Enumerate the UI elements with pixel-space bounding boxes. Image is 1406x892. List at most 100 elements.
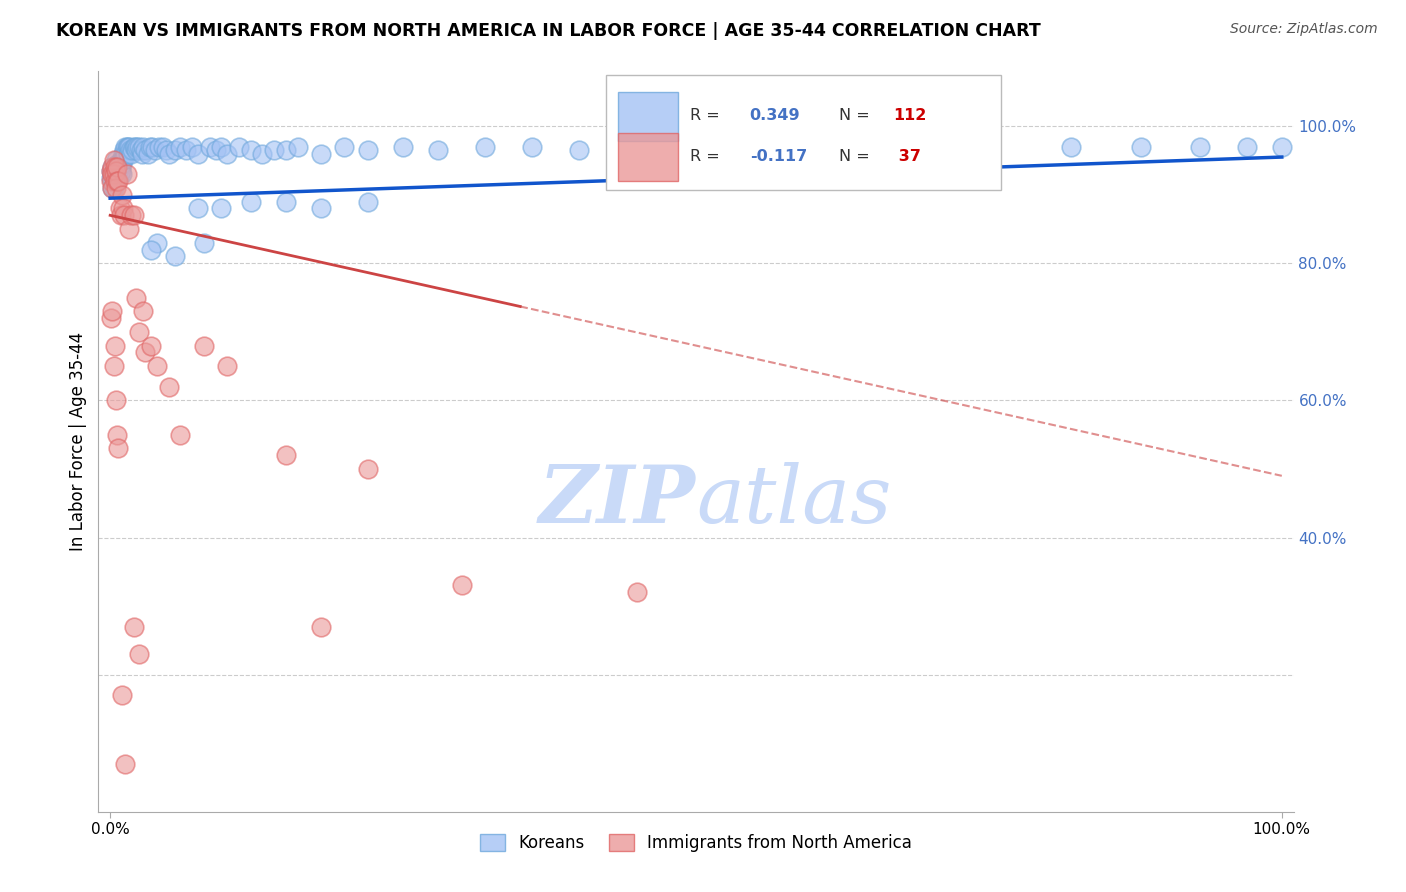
Point: [136, 146, 159, 161]
Point: [614, 140, 637, 154]
Point: [122, 619, 145, 633]
Text: atlas: atlas: [696, 462, 891, 540]
Point: [101, 167, 124, 181]
Point: [146, 235, 169, 250]
Point: [450, 578, 472, 592]
Point: [114, 146, 136, 161]
Text: 37: 37: [893, 149, 921, 164]
Text: -0.117: -0.117: [749, 149, 807, 164]
FancyBboxPatch shape: [619, 93, 678, 141]
Point: [105, 153, 128, 168]
Point: [755, 140, 778, 154]
Point: [309, 146, 332, 161]
Point: [134, 345, 156, 359]
Point: [100, 170, 122, 185]
Point: [309, 202, 332, 216]
Point: [128, 325, 150, 339]
Point: [104, 174, 127, 188]
Point: [105, 427, 128, 442]
Point: [860, 140, 883, 154]
Point: [103, 167, 125, 181]
Point: [104, 174, 127, 188]
Point: [1271, 140, 1294, 154]
Point: [104, 338, 127, 352]
Point: [125, 291, 148, 305]
Point: [263, 143, 285, 157]
Point: [568, 143, 591, 157]
Point: [111, 688, 134, 702]
Point: [139, 140, 162, 154]
Point: [132, 140, 155, 154]
Text: KOREAN VS IMMIGRANTS FROM NORTH AMERICA IN LABOR FORCE | AGE 35-44 CORRELATION C: KOREAN VS IMMIGRANTS FROM NORTH AMERICA …: [56, 22, 1040, 40]
Point: [193, 338, 215, 352]
Point: [124, 140, 146, 154]
Point: [110, 208, 132, 222]
Point: [128, 140, 150, 154]
Point: [801, 140, 824, 154]
Point: [125, 143, 148, 157]
Point: [127, 140, 149, 154]
Point: [110, 161, 132, 175]
Point: [118, 222, 141, 236]
Point: [357, 194, 380, 209]
Point: [920, 140, 942, 154]
Point: [105, 163, 128, 178]
Point: [117, 140, 139, 154]
Point: [274, 143, 297, 157]
Point: [117, 146, 139, 161]
Point: [105, 157, 128, 171]
Point: [239, 143, 262, 157]
Point: [114, 140, 136, 154]
Point: [101, 174, 124, 188]
Point: [107, 161, 129, 175]
Point: [626, 585, 648, 599]
Point: [101, 161, 124, 175]
Point: [120, 146, 142, 161]
Point: [217, 359, 239, 373]
Point: [1236, 140, 1258, 154]
Text: 112: 112: [893, 109, 927, 123]
Point: [187, 146, 209, 161]
Point: [101, 181, 124, 195]
Point: [112, 146, 135, 161]
Point: [122, 140, 145, 154]
Point: [111, 187, 134, 202]
Point: [105, 161, 128, 175]
Point: [211, 140, 233, 154]
Text: N =: N =: [839, 149, 876, 164]
Point: [103, 181, 125, 195]
Point: [163, 250, 186, 264]
Legend: Koreans, Immigrants from North America: Koreans, Immigrants from North America: [472, 828, 920, 859]
FancyBboxPatch shape: [619, 133, 678, 181]
Text: N =: N =: [839, 109, 876, 123]
Point: [427, 143, 450, 157]
Point: [112, 202, 135, 216]
Point: [103, 174, 125, 188]
Point: [661, 140, 683, 154]
Point: [132, 304, 155, 318]
Point: [107, 163, 129, 178]
Point: [110, 153, 132, 168]
Text: R =: R =: [690, 149, 725, 164]
Point: [112, 153, 135, 168]
Point: [108, 161, 131, 175]
Point: [252, 146, 274, 161]
Point: [100, 163, 122, 178]
Point: [143, 143, 166, 157]
FancyBboxPatch shape: [606, 75, 1001, 190]
Point: [1060, 140, 1083, 154]
Y-axis label: In Labor Force | Age 35-44: In Labor Force | Age 35-44: [69, 332, 87, 551]
Point: [148, 140, 170, 154]
Point: [122, 208, 145, 222]
Point: [105, 161, 128, 175]
Point: [1130, 140, 1153, 154]
Point: [228, 140, 250, 154]
Point: [104, 167, 127, 181]
Point: [977, 140, 1000, 154]
Point: [709, 140, 731, 154]
Point: [121, 143, 143, 157]
Point: [239, 194, 262, 209]
Point: [105, 393, 128, 408]
Point: [131, 146, 153, 161]
Point: [111, 153, 134, 168]
